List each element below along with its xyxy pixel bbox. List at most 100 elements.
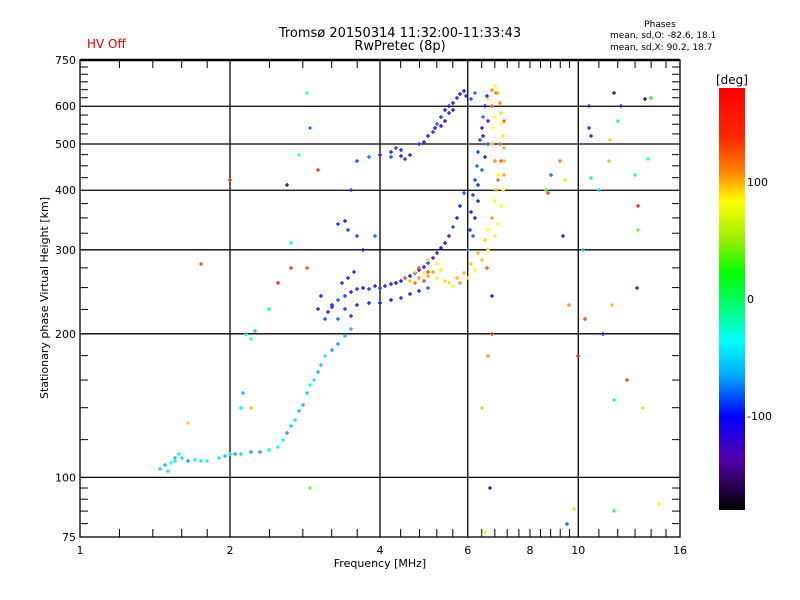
data-point	[469, 210, 473, 214]
data-point	[186, 421, 190, 425]
data-point	[378, 301, 382, 305]
data-point	[612, 398, 616, 402]
colorbar-gradient	[719, 88, 745, 510]
data-point	[346, 276, 350, 280]
data-point	[490, 332, 494, 336]
data-point	[435, 122, 439, 126]
chart-subtitle: RwPretec (8p)	[354, 39, 446, 54]
data-point	[587, 126, 591, 130]
data-point	[447, 111, 451, 115]
colorbar-tick-label: 100	[747, 176, 768, 189]
data-point	[343, 219, 347, 223]
data-point	[443, 279, 447, 283]
data-point	[399, 279, 403, 283]
data-point	[378, 286, 382, 290]
data-point	[367, 301, 371, 305]
data-point	[205, 459, 209, 463]
data-point	[458, 281, 462, 285]
data-point	[336, 317, 340, 321]
data-point	[455, 216, 459, 220]
data-point	[408, 153, 412, 157]
data-point	[496, 173, 500, 177]
data-point	[352, 270, 356, 274]
data-point	[355, 287, 359, 291]
data-point	[244, 332, 248, 336]
data-point	[343, 307, 347, 311]
data-point	[281, 438, 285, 442]
data-point	[589, 134, 593, 138]
data-point	[422, 279, 426, 283]
data-point	[312, 378, 316, 382]
data-point	[455, 96, 459, 100]
data-point	[546, 191, 550, 195]
data-point	[466, 248, 470, 252]
data-point	[493, 159, 497, 163]
data-point	[481, 134, 485, 138]
data-point	[399, 296, 403, 300]
data-point	[646, 157, 650, 161]
data-point	[485, 266, 489, 270]
data-point	[389, 298, 393, 302]
data-point	[473, 216, 477, 220]
data-point	[378, 153, 382, 157]
data-point	[305, 391, 309, 395]
data-point	[228, 178, 232, 182]
data-point	[502, 146, 506, 150]
data-point	[285, 183, 289, 187]
data-point	[417, 266, 421, 270]
data-point	[422, 140, 426, 144]
data-point	[399, 148, 403, 152]
chart-title: Tromsø 20150314 11:32:00-11:33:43	[278, 26, 522, 41]
data-point	[499, 122, 503, 126]
data-point	[563, 178, 567, 182]
data-point	[367, 287, 371, 291]
data-point	[496, 178, 500, 182]
data-point	[471, 193, 475, 197]
data-point	[417, 142, 421, 146]
data-point	[249, 406, 253, 410]
data-point	[267, 307, 271, 311]
data-point	[581, 248, 585, 252]
data-point	[502, 173, 506, 177]
data-point	[544, 188, 548, 192]
data-point	[422, 271, 426, 275]
data-point	[289, 424, 293, 428]
data-point	[490, 104, 494, 108]
data-point	[443, 108, 447, 112]
data-point	[612, 91, 616, 95]
data-point	[319, 294, 323, 298]
data-point	[233, 452, 237, 456]
data-point	[289, 266, 293, 270]
data-point	[587, 104, 591, 108]
data-point	[607, 159, 611, 163]
data-point	[285, 431, 289, 435]
data-point	[199, 459, 203, 463]
data-point	[462, 191, 466, 195]
x-tick-label: 10	[571, 544, 585, 557]
data-point	[468, 228, 472, 232]
data-point	[389, 155, 393, 159]
data-point	[443, 119, 447, 123]
data-point	[608, 138, 612, 142]
y-tick-label: 200	[55, 328, 76, 341]
data-point	[458, 92, 462, 96]
data-point	[466, 276, 470, 280]
data-point	[480, 126, 484, 130]
data-point	[413, 281, 417, 285]
data-point	[499, 111, 503, 115]
y-tick-label: 400	[55, 184, 76, 197]
data-point	[373, 234, 377, 238]
data-point	[323, 317, 327, 321]
data-point	[308, 383, 312, 387]
data-point	[619, 104, 623, 108]
data-point	[399, 154, 403, 158]
data-point	[469, 97, 473, 101]
data-point	[576, 354, 580, 358]
data-point	[464, 94, 468, 98]
data-point	[394, 281, 398, 285]
data-point	[389, 150, 393, 154]
data-point	[485, 94, 489, 98]
data-point	[383, 284, 387, 288]
data-point	[561, 234, 565, 238]
data-point	[490, 216, 494, 220]
